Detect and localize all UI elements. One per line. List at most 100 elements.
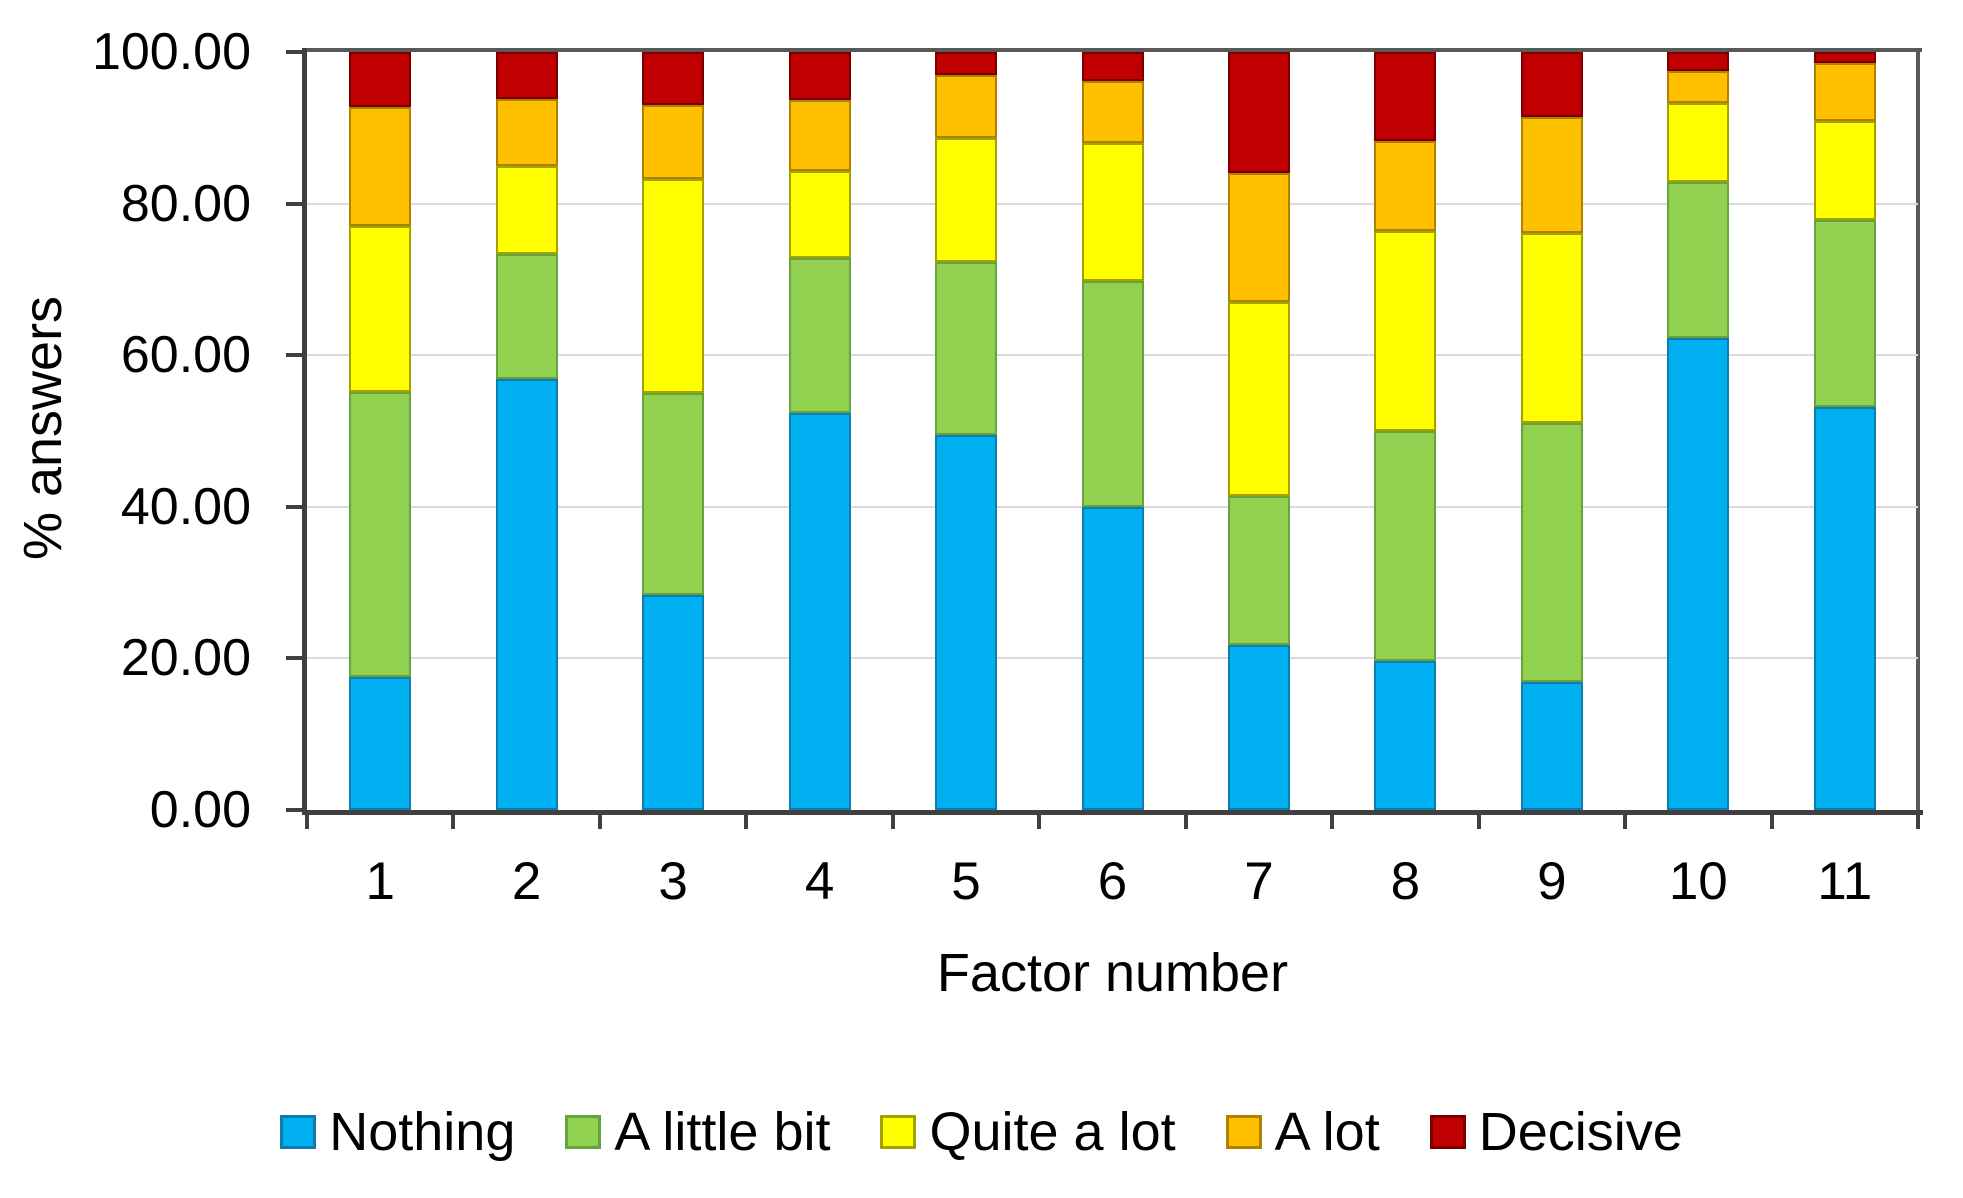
segment-quite-a-lot-factor-4: [788, 171, 851, 259]
y-tick-mark-0: [286, 808, 303, 812]
x-tick-label-6: 6: [1097, 852, 1128, 911]
legend-item-quite-a-lot: Quite a lot: [880, 1102, 1176, 1162]
segment-nothing-factor-7: [1227, 644, 1290, 810]
segment-quite-a-lot-factor-2: [495, 166, 558, 254]
y-tick-mark-60: [286, 353, 303, 358]
segment-a-little-bit-factor-4: [788, 258, 851, 413]
x-tick-label-7: 7: [1244, 852, 1274, 911]
legend-swatch-nothing-icon: [280, 1115, 317, 1149]
segment-a-little-bit-factor-10: [1667, 181, 1730, 338]
segment-nothing-factor-4: [788, 412, 851, 810]
x-axis-line: [302, 810, 1923, 815]
bar-factor-7: [1227, 52, 1290, 810]
plot-border-top: [302, 48, 1922, 52]
segment-nothing-factor-6: [1081, 506, 1144, 810]
legend-label-decisive: Decisive: [1478, 1102, 1683, 1162]
segment-decisive-factor-5: [935, 52, 998, 75]
y-tick-mark-80: [286, 201, 303, 206]
bar-factor-5: [935, 52, 998, 810]
segment-decisive-factor-1: [349, 52, 412, 108]
x-tick-mark-4: [890, 810, 895, 829]
y-tick-mark-40: [286, 504, 303, 509]
bar-factor-9: [1520, 52, 1583, 810]
bar-factor-11: [1813, 52, 1876, 810]
segment-nothing-factor-9: [1520, 681, 1583, 810]
segment-a-little-bit-factor-6: [1081, 280, 1144, 507]
x-tick-mark-1: [451, 810, 456, 829]
segment-a-little-bit-factor-8: [1374, 431, 1437, 662]
x-tick-mark-11: [1916, 810, 1920, 829]
segment-quite-a-lot-factor-7: [1227, 302, 1290, 497]
segment-a-lot-factor-1: [349, 107, 412, 227]
segment-decisive-factor-4: [788, 52, 851, 100]
segment-nothing-factor-1: [349, 676, 412, 810]
segment-decisive-factor-11: [1813, 52, 1876, 64]
y-axis-line: [302, 48, 307, 815]
segment-quite-a-lot-factor-9: [1520, 233, 1583, 423]
x-tick-mark-7: [1330, 810, 1335, 829]
segment-a-little-bit-factor-11: [1813, 219, 1876, 407]
legend-label-a-lot: A lot: [1274, 1102, 1380, 1162]
segment-decisive-factor-8: [1374, 52, 1437, 142]
x-tick-label-2: 2: [511, 852, 542, 911]
segment-quite-a-lot-factor-8: [1374, 230, 1437, 432]
segment-nothing-factor-5: [935, 434, 998, 810]
bar-factor-10: [1667, 52, 1730, 810]
segment-nothing-factor-11: [1813, 406, 1876, 810]
legend: Nothing A little bit Quite a lot A lot Decis…: [0, 1100, 1963, 1164]
segment-nothing-factor-8: [1374, 661, 1437, 810]
bar-factor-6: [1081, 52, 1144, 810]
legend-swatch-quite-a-lot-icon: [880, 1115, 917, 1149]
legend-label-nothing: Nothing: [329, 1102, 516, 1162]
segment-quite-a-lot-factor-5: [935, 137, 998, 262]
x-tick-mark-3: [744, 810, 749, 829]
segment-a-lot-factor-9: [1520, 117, 1583, 234]
segment-quite-a-lot-factor-1: [349, 226, 412, 393]
segment-a-little-bit-factor-3: [642, 393, 705, 595]
x-axis-title: Factor number: [936, 943, 1289, 1003]
segment-quite-a-lot-factor-11: [1813, 121, 1876, 220]
x-tick-label-11: 11: [1817, 852, 1873, 911]
segment-decisive-factor-10: [1667, 52, 1730, 71]
x-tick-mark-10: [1769, 810, 1774, 829]
legend-swatch-a-little-bit-icon: [565, 1115, 602, 1149]
y-tick-label-40: 40.00: [120, 477, 251, 536]
x-tick-label-5: 5: [951, 852, 981, 911]
x-tick-label-10: 10: [1668, 852, 1728, 911]
segment-a-lot-factor-8: [1374, 141, 1437, 231]
segment-quite-a-lot-factor-6: [1081, 142, 1144, 281]
y-tick-label-100: 100.00: [91, 23, 251, 81]
segment-nothing-factor-3: [642, 594, 705, 810]
bar-factor-3: [642, 52, 705, 810]
segment-a-lot-factor-7: [1227, 172, 1290, 303]
segment-a-little-bit-factor-7: [1227, 496, 1290, 645]
x-tick-mark-6: [1183, 810, 1188, 829]
segment-nothing-factor-10: [1667, 337, 1730, 810]
segment-a-lot-factor-4: [788, 99, 851, 172]
x-tick-mark-9: [1623, 810, 1628, 829]
segment-a-lot-factor-11: [1813, 63, 1876, 121]
x-tick-label-4: 4: [804, 852, 835, 911]
segment-decisive-factor-7: [1227, 52, 1290, 173]
x-tick-mark-8: [1476, 810, 1481, 829]
segment-a-lot-factor-10: [1667, 70, 1730, 103]
segment-a-lot-factor-2: [495, 99, 558, 167]
legend-label-quite-a-lot: Quite a lot: [929, 1102, 1176, 1162]
y-tick-mark-20: [286, 656, 303, 661]
x-tick-mark-5: [1037, 810, 1042, 829]
x-tick-mark-2: [597, 810, 602, 829]
segment-a-little-bit-factor-9: [1520, 422, 1583, 682]
plot-area: [307, 52, 1918, 810]
segment-decisive-factor-2: [495, 52, 558, 100]
y-tick-label-0: 0.00: [149, 781, 251, 839]
segment-decisive-factor-3: [642, 52, 705, 106]
y-tick-label-60: 60.00: [120, 326, 251, 385]
legend-item-a-lot: A lot: [1225, 1102, 1380, 1162]
segment-a-lot-factor-6: [1081, 80, 1144, 143]
segment-a-little-bit-factor-5: [935, 261, 998, 435]
legend-item-nothing: Nothing: [280, 1103, 515, 1161]
x-tick-label-9: 9: [1537, 852, 1567, 911]
x-tick-mark-0: [305, 810, 309, 829]
y-tick-mark-100: [286, 50, 303, 54]
